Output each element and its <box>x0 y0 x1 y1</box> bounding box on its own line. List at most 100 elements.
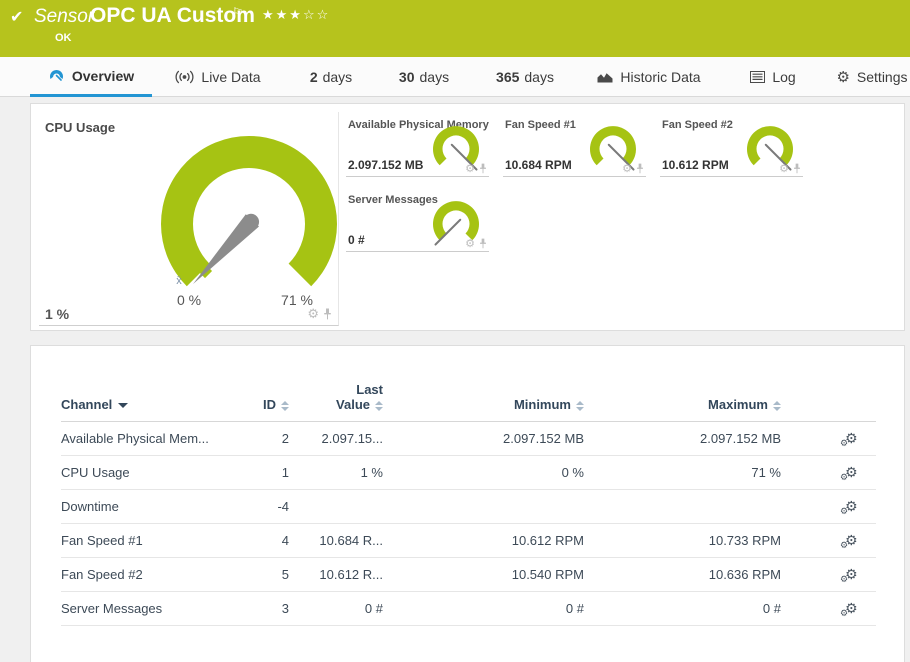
fan2-gauge <box>747 126 793 171</box>
channel-last-value <box>289 489 383 524</box>
channel-settings-gears-icon[interactable]: ⚙ ⚙ <box>840 498 858 516</box>
tab-label: Log <box>772 69 796 85</box>
tab-2-days[interactable]: 2 days <box>296 57 366 97</box>
tab-number: 30 <box>398 69 415 85</box>
sort-descending-icon <box>118 403 129 409</box>
table-row[interactable]: Server Messages 3 0 # 0 # 0 # ⚙ ⚙ <box>61 591 876 626</box>
tab-settings[interactable]: ⚙ Settings <box>833 57 910 97</box>
channel-minimum <box>383 489 584 524</box>
channel-maximum: 0 # <box>584 591 781 626</box>
channel-minimum: 2.097.152 MB <box>383 421 584 456</box>
object-kind-label: Sensor <box>34 6 95 27</box>
gauge-title: Fan Speed #1 <box>505 119 576 131</box>
gauge-needle <box>607 143 635 171</box>
column-header-minimum[interactable]: Minimum <box>383 376 584 422</box>
column-header-maximum[interactable]: Maximum <box>584 376 781 422</box>
gauge-title: CPU Usage <box>45 120 116 135</box>
gauge-last-value: 10.684 RPM <box>505 158 572 172</box>
pin-icon[interactable] <box>636 163 644 174</box>
tab-label: Settings <box>856 69 908 85</box>
channel-maximum: 71 % <box>584 455 781 490</box>
fan1-gauge <box>590 126 636 171</box>
channel-settings-gears-icon[interactable]: ⚙ ⚙ <box>840 532 858 550</box>
gauge-settings-gear-icon[interactable]: ⚙ <box>465 163 475 175</box>
pin-icon[interactable] <box>479 238 487 249</box>
gauge-needle <box>193 213 260 284</box>
gauges-panel: CPU Usage x̄ 0 % 71 % 1 % ⚙ Available Ph… <box>30 103 905 331</box>
column-header-actions <box>781 376 876 422</box>
sensor-header: ✔ Sensor OPC UA Custom ⚐ ★★★☆☆ OK <box>0 0 910 57</box>
priority-stars[interactable]: ★★★☆☆ <box>262 7 330 23</box>
tab-overview[interactable]: Overview <box>30 57 152 97</box>
channel-id: 4 <box>231 523 289 558</box>
tab-30-days[interactable]: 30 days <box>386 57 462 97</box>
gauge-tile-server-messages[interactable]: Server Messages 0 # ⚙ <box>346 192 489 252</box>
channel-name: Server Messages <box>61 591 231 626</box>
channel-minimum: 0 % <box>383 455 584 490</box>
channel-name: Fan Speed #1 <box>61 523 231 558</box>
table-row[interactable]: CPU Usage 1 1 % 0 % 71 % ⚙ ⚙ <box>61 455 876 490</box>
tab-label: days <box>419 69 450 85</box>
tab-label: Live Data <box>201 69 261 85</box>
stars-filled[interactable]: ★★★ <box>262 7 303 22</box>
channel-settings-gears-icon[interactable]: ⚙ ⚙ <box>840 430 858 448</box>
gauge-tile-fan-speed-2[interactable]: Fan Speed #2 10.612 RPM ⚙ <box>660 117 803 177</box>
tab-number: 365 <box>496 69 520 85</box>
tab-log[interactable]: Log <box>742 57 804 97</box>
gauge-last-value: 10.612 RPM <box>662 158 729 172</box>
column-header-last-value[interactable]: Last Value <box>289 376 383 422</box>
gauge-settings-gear-icon[interactable]: ⚙ <box>465 238 475 250</box>
channel-settings-gears-icon[interactable]: ⚙ ⚙ <box>840 600 858 618</box>
column-header-id[interactable]: ID <box>231 376 289 422</box>
gauge-scale-min: 0 % <box>177 292 201 308</box>
channel-last-value: 10.684 R... <box>289 523 383 558</box>
gauge-title: Fan Speed #2 <box>662 119 733 131</box>
channels-panel: Channel ID Last Value Minimum Maximum <box>30 345 905 662</box>
channel-minimum: 10.612 RPM <box>383 523 584 558</box>
gauge-needle <box>434 218 462 246</box>
server-messages-gauge <box>433 201 479 246</box>
channel-last-value: 0 # <box>289 591 383 626</box>
table-row[interactable]: Downtime -4 ⚙ ⚙ <box>61 489 876 524</box>
channel-settings-gears-icon[interactable]: ⚙ ⚙ <box>840 464 858 482</box>
gauge-tile-cpu-usage[interactable]: CPU Usage x̄ 0 % 71 % 1 % ⚙ <box>39 112 339 326</box>
gauge-settings-gear-icon[interactable]: ⚙ <box>622 163 632 175</box>
tab-365-days[interactable]: 365 days <box>483 57 567 97</box>
gauge-tile-available-physical-memory[interactable]: Available Physical Memory 2.097.152 MB ⚙ <box>346 117 489 177</box>
gauge-title: Server Messages <box>348 194 438 206</box>
tab-label: days <box>524 69 554 85</box>
table-row[interactable]: Fan Speed #1 4 10.684 R... 10.612 RPM 10… <box>61 523 876 558</box>
channel-name: Downtime <box>61 489 231 524</box>
tab-historic-data[interactable]: Historic Data <box>590 57 708 97</box>
channel-table: Channel ID Last Value Minimum Maximum <box>61 376 876 626</box>
tab-label: Overview <box>71 67 135 84</box>
pin-icon[interactable] <box>479 163 487 174</box>
channel-maximum: 10.733 RPM <box>584 523 781 558</box>
sort-toggle-icon <box>773 400 781 411</box>
gauge-settings-gear-icon[interactable]: ⚙ <box>779 163 789 175</box>
pin-icon[interactable] <box>793 163 801 174</box>
table-row[interactable]: Available Physical Mem... 2 2.097.15... … <box>61 421 876 456</box>
gauge-last-value: 0 # <box>348 233 365 247</box>
channel-id: 1 <box>231 455 289 490</box>
channel-name: CPU Usage <box>61 455 231 490</box>
stars-empty[interactable]: ☆☆ <box>302 7 331 22</box>
status-ok-check-icon: ✔ <box>10 9 24 26</box>
column-header-channel[interactable]: Channel <box>61 376 231 422</box>
sort-toggle-icon <box>281 400 289 411</box>
table-row[interactable]: Fan Speed #2 5 10.612 R... 10.540 RPM 10… <box>61 557 876 592</box>
cpu-gauge: x̄ 0 % 71 % <box>161 135 337 308</box>
channel-last-value: 1 % <box>289 455 383 490</box>
channel-maximum <box>584 489 781 524</box>
channel-maximum: 10.636 RPM <box>584 557 781 592</box>
gauge-needle <box>450 143 478 171</box>
pin-icon[interactable] <box>323 308 332 320</box>
tab-live-data[interactable]: Live Data <box>163 57 273 97</box>
gauge-settings-gear-icon[interactable]: ⚙ <box>307 306 319 321</box>
gauge-tile-fan-speed-1[interactable]: Fan Speed #1 10.684 RPM ⚙ <box>503 117 646 177</box>
status-badge: OK <box>55 32 72 44</box>
area-chart-icon <box>597 71 613 83</box>
gauge-mean-marker-label: x̄ <box>176 275 182 287</box>
channel-settings-gears-icon[interactable]: ⚙ ⚙ <box>840 566 858 584</box>
flag-icon[interactable]: ⚐ <box>232 5 244 20</box>
